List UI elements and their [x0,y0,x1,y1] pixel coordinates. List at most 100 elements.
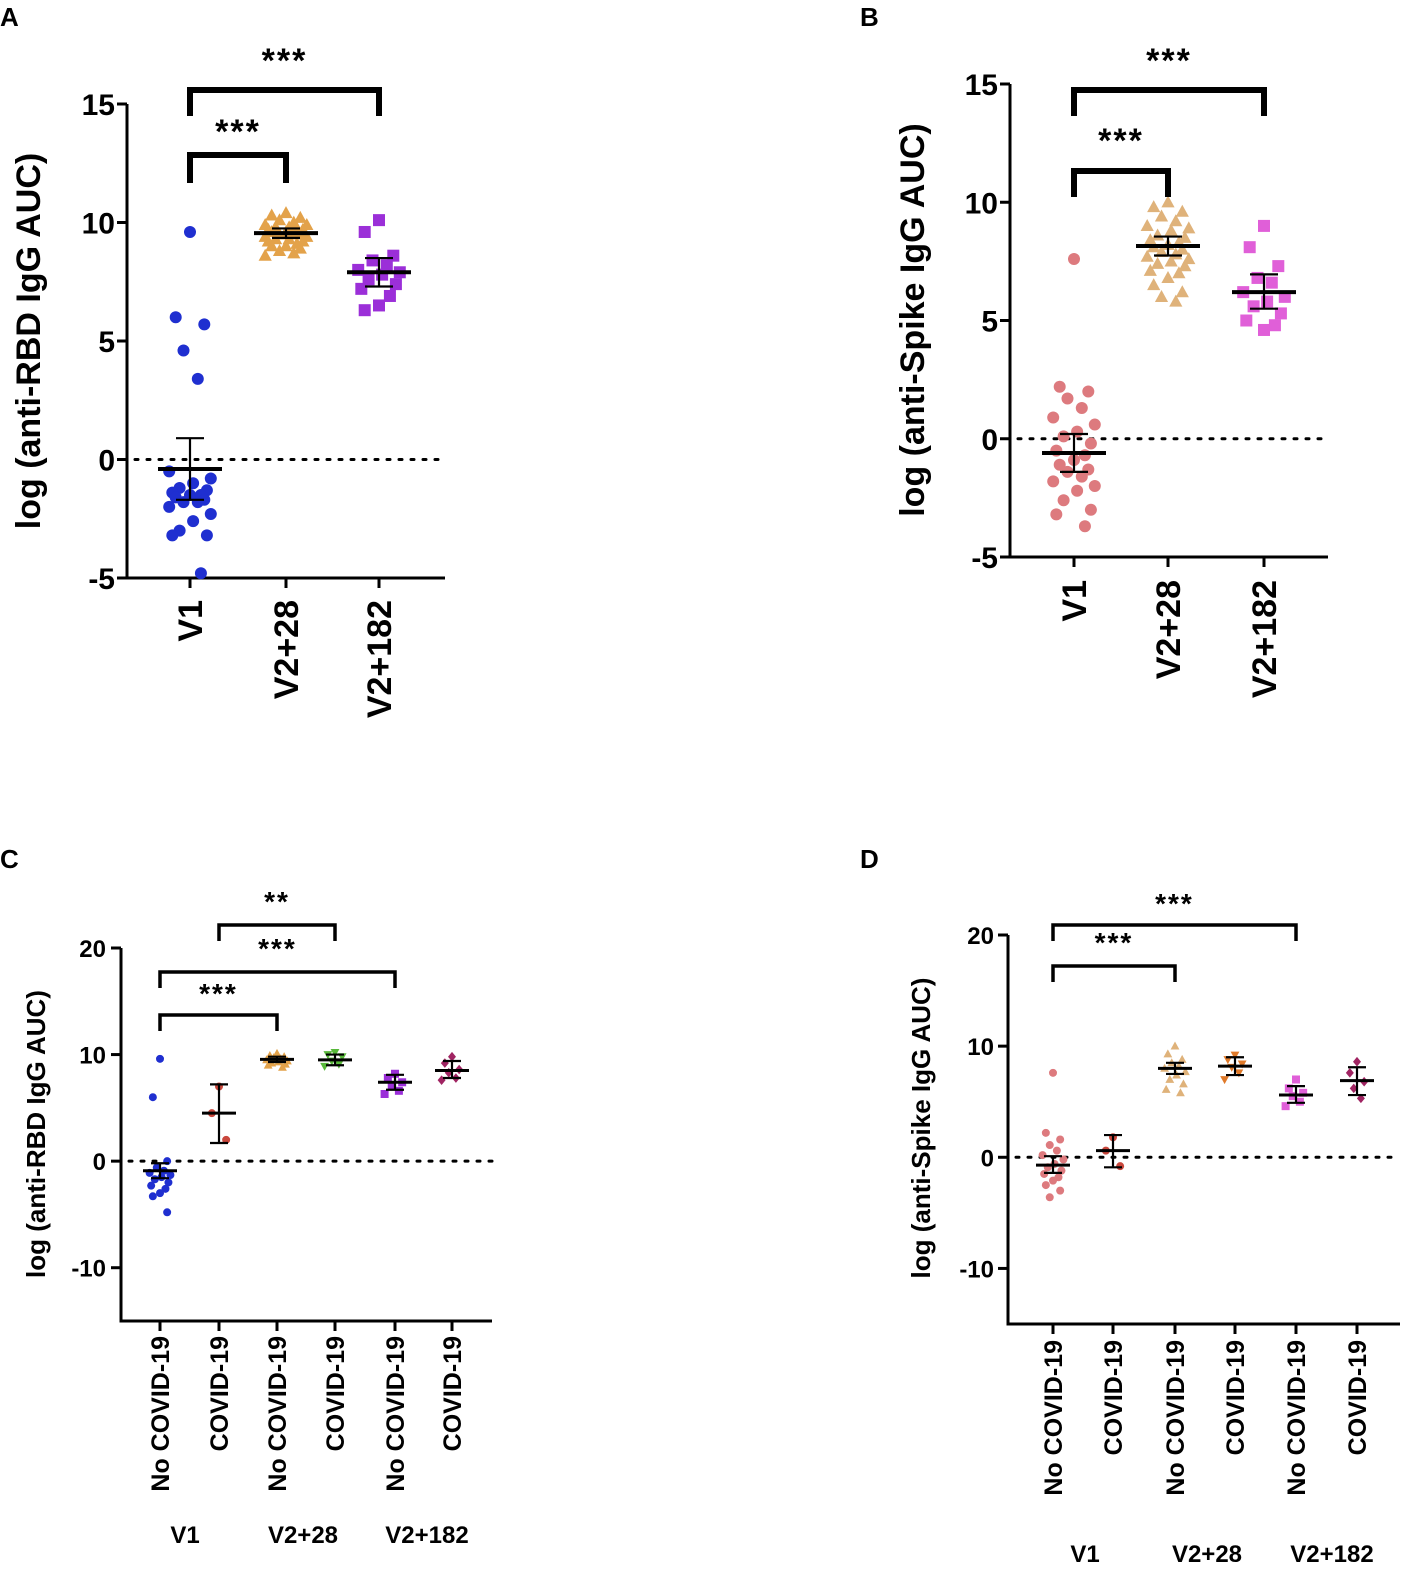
x-category-label: No COVID-19 [1162,1340,1190,1496]
x-category-label: COVID-19 [1222,1340,1250,1455]
data-point [1240,314,1253,327]
data-point [1061,392,1074,405]
y-tick-label: 10 [79,1043,106,1070]
x-category-label: No COVID-19 [147,1336,175,1492]
data-point [380,1090,389,1099]
data-point [383,289,396,302]
data-point [1178,230,1192,243]
y-axis-label: log (anti-Spike IgG AUC) [894,123,932,517]
panel-letter: B [860,2,879,32]
data-point [1169,294,1183,307]
data-point [1165,1074,1175,1083]
data-point [1049,1068,1057,1077]
data-point [222,1135,231,1144]
data-point [1281,1102,1290,1111]
data-point [1147,200,1161,213]
y-tick-label: 5 [981,306,998,339]
x-group-label: V2+28 [1172,1541,1242,1568]
data-point [1179,1079,1188,1088]
significance-bracket [1071,87,1267,116]
significance-label: *** [1095,927,1134,958]
data-point [177,344,190,357]
data-point [1041,1181,1050,1190]
data-point [1258,323,1270,336]
data-point [200,529,213,542]
series-0 [143,1054,177,1217]
y-tick-label: 20 [967,923,994,950]
x-category-label: V2+182 [361,600,399,718]
data-point [358,304,371,317]
data-point [1175,204,1189,217]
series-2 [260,1048,294,1071]
y-tick-label: 0 [981,1145,994,1172]
data-point [1177,1054,1187,1063]
data-point [194,567,207,580]
x-category-label: COVID-19 [439,1336,467,1451]
data-point [1053,458,1066,471]
x-group-label: V2+28 [268,1522,338,1549]
x-group-label: V2+182 [385,1522,468,1549]
x-category-label: COVID-19 [1344,1340,1372,1455]
y-tick-label: 20 [79,936,106,963]
significance-label: *** [258,933,297,964]
data-point [1161,1084,1171,1093]
significance-bracket [1051,923,1298,941]
y-tick-label: 10 [82,208,115,241]
data-point [1175,285,1189,298]
data-point [191,496,204,509]
series-1 [1136,195,1200,307]
data-point [148,1192,157,1201]
data-point [1116,1162,1125,1171]
y-axis-label: log (anti-RBD IgG AUC) [10,153,48,529]
data-point [163,500,176,513]
data-point [1151,256,1165,269]
data-point [279,206,293,219]
significance-label: *** [199,978,238,1009]
significance-bracket [217,923,337,941]
data-point [161,1184,170,1193]
series-1 [254,206,318,261]
data-point [1075,402,1088,415]
data-point [1071,484,1084,497]
data-point [437,1075,446,1085]
y-tick-label: 0 [93,1149,106,1176]
data-point [1147,278,1161,291]
x-category-label: V2+28 [268,600,306,699]
x-category-label: COVID-19 [322,1336,350,1451]
data-point [166,529,179,542]
data-point [1068,253,1080,266]
data-point [1045,1141,1054,1150]
data-point [272,244,287,257]
data-point [1299,1088,1308,1097]
data-point [1292,1075,1300,1084]
data-point [1172,266,1186,279]
data-point [166,1170,175,1179]
data-point [1084,503,1097,516]
data-point [1178,259,1192,272]
data-point [1161,271,1175,284]
data-point [1258,219,1270,232]
significance-label: *** [1146,42,1192,80]
data-point [1140,219,1154,231]
data-point [1041,1128,1050,1137]
series-4 [1279,1075,1313,1111]
y-tick-label: 15 [82,89,115,122]
data-point [293,241,307,254]
data-point [1237,1060,1247,1069]
y-axis-label: log (anti-Spike IgG AUC) [906,978,936,1279]
data-point [1268,319,1281,332]
data-point [1057,494,1070,507]
data-point [383,1074,392,1083]
data-point [355,282,368,295]
y-tick-label: -5 [971,542,998,575]
x-category-label: No COVID-19 [264,1336,292,1492]
panel-letter: D [860,844,879,874]
data-point [1349,1083,1358,1094]
data-point [1243,241,1256,254]
data-point [1045,1193,1054,1202]
data-point [147,1181,156,1190]
data-point [1265,276,1278,289]
significance-label: *** [262,42,308,80]
data-point [184,225,196,238]
data-point [278,1062,287,1071]
